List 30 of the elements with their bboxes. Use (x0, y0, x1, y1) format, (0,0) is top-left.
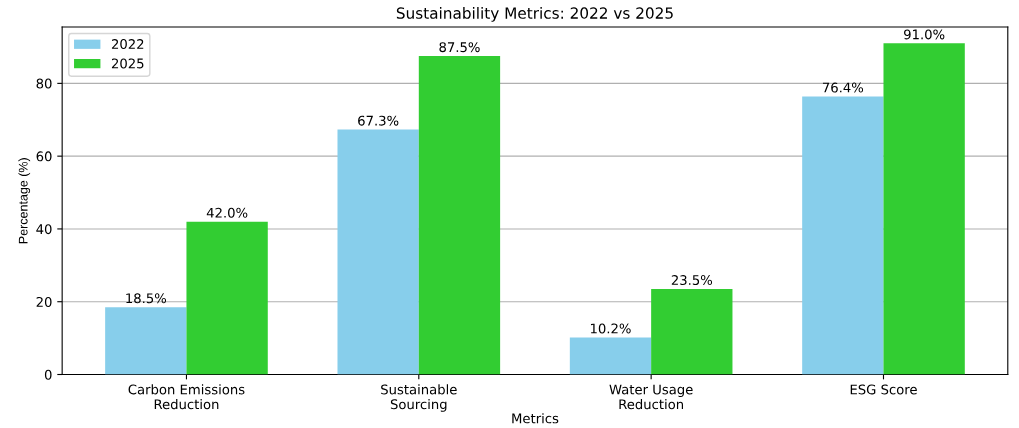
y-tick-label: 80 (36, 78, 52, 89)
data-label: 87.5% (439, 42, 480, 53)
x-tick-label: ESG Score (850, 384, 917, 395)
x-tick-label: Sustainable Sourcing (381, 384, 457, 412)
bar (418, 56, 501, 375)
x-tick-label: Water Usage Reduction (609, 384, 693, 410)
y-axis-title: Percentage (%) (18, 158, 31, 244)
bar (651, 288, 733, 375)
x-tick-label: Carbon Emissions Reduction (128, 384, 245, 410)
bar (337, 129, 419, 375)
bar (802, 96, 884, 375)
bar (105, 307, 187, 375)
data-label: 76.4% (822, 82, 864, 93)
y-tick-label: 20 (36, 296, 52, 307)
legend-label: 2025 (111, 58, 144, 69)
y-tick-label: 0 (44, 369, 52, 380)
y-tick-label: 40 (36, 224, 52, 235)
data-label: 23.5% (671, 275, 713, 286)
bar (569, 337, 652, 375)
data-label: 42.0% (206, 207, 248, 218)
legend-label: 2022 (111, 39, 144, 50)
chart-title: Sustainability Metrics: 2022 vs 2025 (396, 7, 673, 22)
data-label: 91.0% (904, 29, 945, 40)
bar (883, 43, 965, 375)
data-label: 18.5% (126, 293, 167, 304)
x-axis-title: Metrics (512, 413, 559, 424)
data-label: 10.2% (590, 323, 631, 334)
bar (186, 221, 268, 375)
data-label: 67.3% (358, 115, 399, 126)
y-tick-label: 60 (36, 151, 52, 162)
